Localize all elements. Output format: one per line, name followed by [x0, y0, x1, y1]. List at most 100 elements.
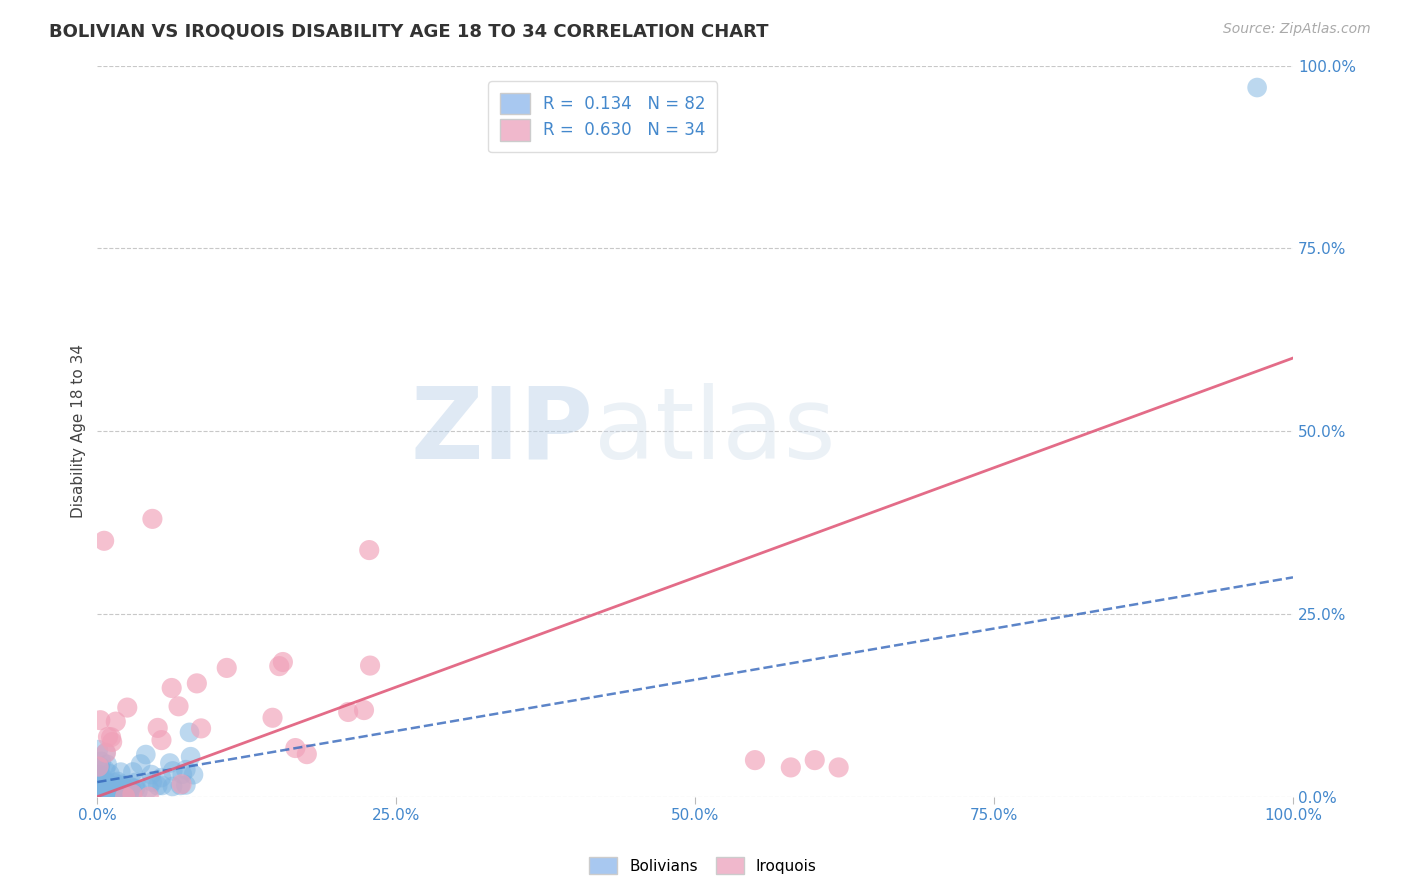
Point: [94, 789, 117, 803]
Point: [90, 780, 112, 794]
Point: [114, 789, 136, 804]
Point: [146, 779, 169, 793]
Point: [96, 776, 118, 790]
Point: [170, 777, 193, 791]
Point: [150, 733, 173, 747]
Text: BOLIVIAN VS IROQUOIS DISABILITY AGE 18 TO 34 CORRELATION CHART: BOLIVIAN VS IROQUOIS DISABILITY AGE 18 T…: [49, 22, 769, 40]
Point: [89, 760, 111, 774]
Point: [215, 661, 238, 675]
Point: [162, 780, 184, 794]
Point: [117, 783, 139, 797]
Point: [90, 755, 112, 769]
Point: [87, 788, 110, 802]
Point: [190, 722, 212, 736]
Point: [87, 773, 110, 788]
Point: [353, 703, 375, 717]
Point: [105, 780, 128, 794]
Point: [159, 756, 181, 770]
Point: [111, 779, 134, 793]
Point: [90, 784, 112, 798]
Point: [98, 787, 121, 801]
Point: [89, 713, 111, 727]
Point: [160, 681, 183, 695]
Point: [94, 746, 117, 760]
Point: [87, 759, 110, 773]
Point: [186, 676, 208, 690]
Point: [183, 767, 205, 781]
Point: [162, 764, 184, 778]
Point: [744, 753, 766, 767]
Point: [93, 533, 115, 548]
Point: [87, 776, 110, 790]
Point: [105, 782, 128, 797]
Point: [105, 783, 128, 797]
Point: [101, 735, 124, 749]
Point: [87, 768, 110, 782]
Point: [141, 767, 163, 781]
Point: [172, 767, 194, 781]
Point: [97, 785, 120, 799]
Legend: Bolivians, Iroquois: Bolivians, Iroquois: [583, 851, 823, 880]
Point: [96, 784, 118, 798]
Point: [150, 779, 173, 793]
Point: [112, 786, 135, 800]
Point: [101, 783, 124, 797]
Point: [146, 721, 169, 735]
Point: [1246, 80, 1268, 95]
Point: [87, 785, 110, 799]
Point: [141, 512, 163, 526]
Point: [174, 763, 197, 777]
Point: [94, 780, 117, 794]
Point: [94, 786, 117, 800]
Point: [97, 730, 120, 744]
Point: [180, 749, 202, 764]
Point: [127, 784, 149, 798]
Point: [90, 782, 112, 797]
Point: [262, 711, 284, 725]
Point: [114, 786, 136, 800]
Point: [101, 785, 124, 799]
Point: [141, 775, 163, 789]
Point: [90, 780, 112, 794]
Point: [89, 773, 111, 788]
Point: [121, 786, 143, 800]
Point: [89, 759, 111, 773]
Point: [271, 655, 294, 669]
Point: [120, 780, 142, 795]
Point: [93, 789, 115, 803]
Point: [94, 763, 117, 777]
Point: [120, 780, 142, 794]
Text: Source: ZipAtlas.com: Source: ZipAtlas.com: [1223, 22, 1371, 37]
Text: ZIP: ZIP: [411, 383, 593, 480]
Point: [90, 772, 112, 786]
Point: [103, 788, 125, 802]
Point: [174, 778, 197, 792]
Point: [101, 788, 124, 802]
Point: [90, 780, 112, 795]
Point: [124, 781, 146, 796]
Point: [167, 699, 190, 714]
Point: [150, 771, 173, 785]
Point: [827, 760, 849, 774]
Point: [135, 747, 157, 762]
Point: [138, 789, 160, 804]
Point: [295, 747, 318, 761]
Point: [803, 753, 825, 767]
Point: [337, 705, 360, 719]
Point: [125, 775, 148, 789]
Point: [138, 781, 160, 796]
Point: [111, 777, 134, 791]
Point: [103, 779, 125, 793]
Point: [94, 746, 117, 760]
Point: [91, 783, 114, 797]
Point: [100, 730, 122, 744]
Point: [87, 785, 110, 799]
Point: [87, 742, 110, 756]
Point: [118, 785, 141, 799]
Point: [104, 714, 127, 729]
Point: [93, 780, 115, 794]
Point: [107, 785, 129, 799]
Point: [100, 785, 122, 799]
Y-axis label: Disability Age 18 to 34: Disability Age 18 to 34: [72, 344, 86, 518]
Legend: R =  0.134   N = 82, R =  0.630   N = 34: R = 0.134 N = 82, R = 0.630 N = 34: [488, 81, 717, 153]
